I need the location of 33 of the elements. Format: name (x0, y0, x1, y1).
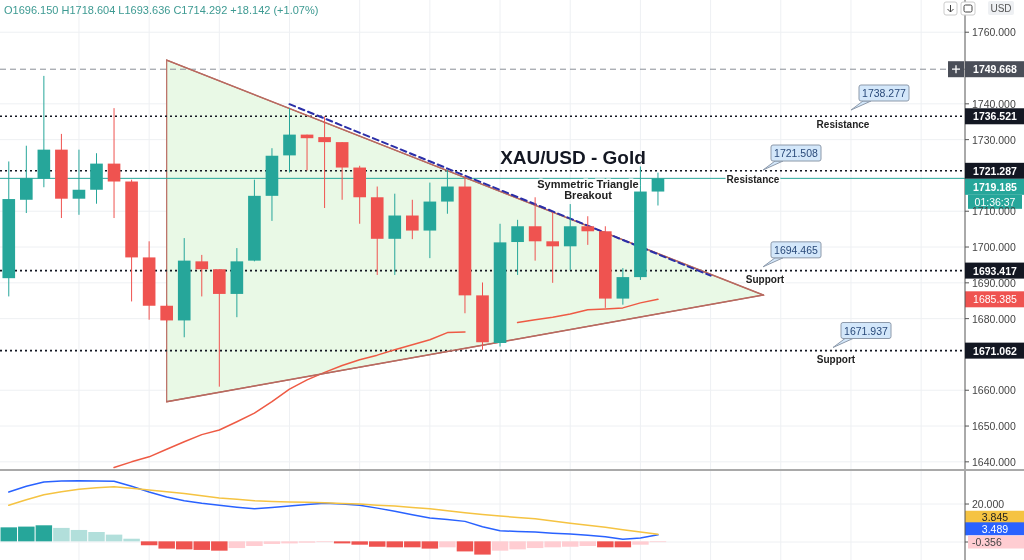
ref-line-label: 1693.417 (973, 264, 1018, 277)
text: 3.489 (981, 522, 1009, 535)
ref-line-label: 1719.185 (973, 180, 1018, 193)
y-tick-label: 1690.000 (972, 276, 1016, 289)
annotation: Resistance (816, 119, 870, 131)
y-tick-label: 1660.000 (972, 384, 1016, 397)
annotation: 1721.508 (774, 147, 819, 160)
text: XAU/USD - Gold (500, 147, 646, 168)
y-tick-label: 1700.000 (972, 241, 1016, 254)
y-tick-label: -0.356 (972, 536, 1002, 549)
y-tick-label: 1650.000 (972, 420, 1016, 433)
text: 01:36:37 (974, 195, 1016, 208)
text: 3.845 (981, 511, 1009, 524)
annotation: 1738.277 (862, 87, 907, 99)
ref-line-label: 1721.287 (973, 164, 1018, 177)
ref-line-label: 1736.521 (973, 110, 1018, 123)
y-tick-label: 1710.000 (972, 205, 1016, 218)
annotation: 1671.937 (844, 324, 889, 337)
annotation: 1694.465 (774, 243, 819, 256)
text: USD (990, 2, 1012, 14)
y-tick-label: 1760.000 (972, 26, 1016, 39)
annotation: Symmetric Triangle Breakout (537, 178, 639, 201)
y-tick-label: 1680.000 (972, 312, 1016, 325)
ref-line-label: 1749.668 (973, 63, 1018, 76)
annotation: O1696.150 H1718.604 L1693.636 C1714.292 +18.142 (+1.07%) (4, 4, 319, 16)
y-tick-label: 20.000 (972, 498, 1005, 511)
y-tick-label: 1730.000 (972, 133, 1016, 146)
y-tick-label: 1740.000 (972, 97, 1016, 110)
annotation: Support (816, 353, 856, 365)
annotation: Support (745, 273, 785, 285)
text: 1685.385 (973, 293, 1018, 306)
y-tick-label: 1640.000 (972, 455, 1016, 468)
ref-line-label: 1671.062 (973, 344, 1018, 357)
